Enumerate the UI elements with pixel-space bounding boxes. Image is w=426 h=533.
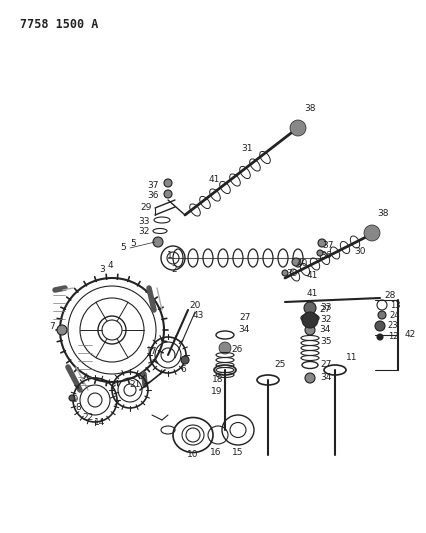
Text: 42: 42 (403, 330, 414, 340)
Text: 9: 9 (72, 395, 78, 405)
Text: 25: 25 (273, 360, 285, 369)
Text: 13: 13 (389, 301, 400, 310)
Text: 29: 29 (140, 204, 151, 213)
Circle shape (181, 356, 189, 364)
Circle shape (291, 258, 299, 266)
Text: 34: 34 (320, 374, 331, 383)
Text: 4: 4 (107, 261, 112, 270)
Text: 22: 22 (82, 414, 93, 423)
Text: 33: 33 (138, 217, 149, 227)
Circle shape (301, 312, 317, 328)
Circle shape (57, 325, 67, 335)
Circle shape (164, 179, 172, 187)
Text: 14: 14 (94, 418, 106, 427)
Text: 27: 27 (319, 305, 330, 314)
Circle shape (153, 237, 163, 247)
Text: 5: 5 (120, 244, 125, 253)
Text: 37: 37 (322, 240, 333, 249)
Text: 36: 36 (147, 191, 158, 200)
Text: 39: 39 (285, 269, 297, 278)
Text: 41: 41 (305, 288, 317, 297)
Circle shape (164, 190, 172, 198)
Text: 24: 24 (389, 311, 399, 319)
Text: 34: 34 (238, 326, 249, 335)
Text: 41: 41 (305, 271, 317, 279)
Text: 32: 32 (320, 316, 331, 325)
Text: 38: 38 (376, 208, 388, 217)
Text: 16: 16 (210, 448, 221, 457)
Circle shape (303, 302, 315, 314)
Text: 40: 40 (296, 259, 307, 268)
Text: 19: 19 (211, 387, 222, 397)
Text: 3: 3 (99, 265, 105, 274)
Text: 34: 34 (319, 326, 330, 335)
Text: 33: 33 (320, 303, 331, 312)
Circle shape (363, 225, 379, 241)
Text: 36: 36 (320, 251, 331, 260)
Circle shape (376, 334, 382, 340)
Text: 7: 7 (49, 322, 55, 332)
Text: 1: 1 (167, 252, 173, 261)
Circle shape (304, 325, 314, 335)
Circle shape (281, 270, 287, 276)
Text: 11: 11 (345, 353, 357, 362)
Text: 12: 12 (387, 333, 397, 342)
Circle shape (289, 120, 305, 136)
Text: 6: 6 (180, 366, 185, 375)
Text: 21: 21 (129, 381, 140, 390)
Text: 28: 28 (383, 292, 395, 301)
Text: 38: 38 (304, 103, 315, 112)
Circle shape (219, 342, 230, 354)
Text: 7758 1500 A: 7758 1500 A (20, 18, 98, 31)
Circle shape (377, 311, 385, 319)
Text: 27: 27 (320, 360, 331, 369)
Circle shape (304, 373, 314, 383)
Text: 2: 2 (171, 265, 176, 274)
Text: 10: 10 (187, 450, 198, 459)
Text: 26: 26 (231, 345, 242, 354)
Text: 17: 17 (146, 348, 157, 357)
Text: 15: 15 (232, 448, 243, 457)
Text: 31: 31 (241, 143, 252, 152)
Circle shape (316, 250, 322, 256)
Text: 8: 8 (75, 403, 81, 413)
Text: 5: 5 (130, 238, 135, 247)
Text: 27: 27 (239, 313, 250, 322)
Text: 30: 30 (354, 247, 365, 256)
Text: 35: 35 (320, 337, 331, 346)
Text: 20: 20 (189, 302, 200, 311)
Text: 37: 37 (147, 181, 158, 190)
Circle shape (69, 395, 75, 401)
Circle shape (317, 239, 325, 247)
Text: 18: 18 (212, 376, 223, 384)
Text: 23: 23 (387, 321, 397, 330)
Circle shape (374, 321, 384, 331)
Text: 43: 43 (192, 311, 203, 320)
Text: 41: 41 (208, 175, 219, 184)
Text: 32: 32 (138, 228, 149, 237)
